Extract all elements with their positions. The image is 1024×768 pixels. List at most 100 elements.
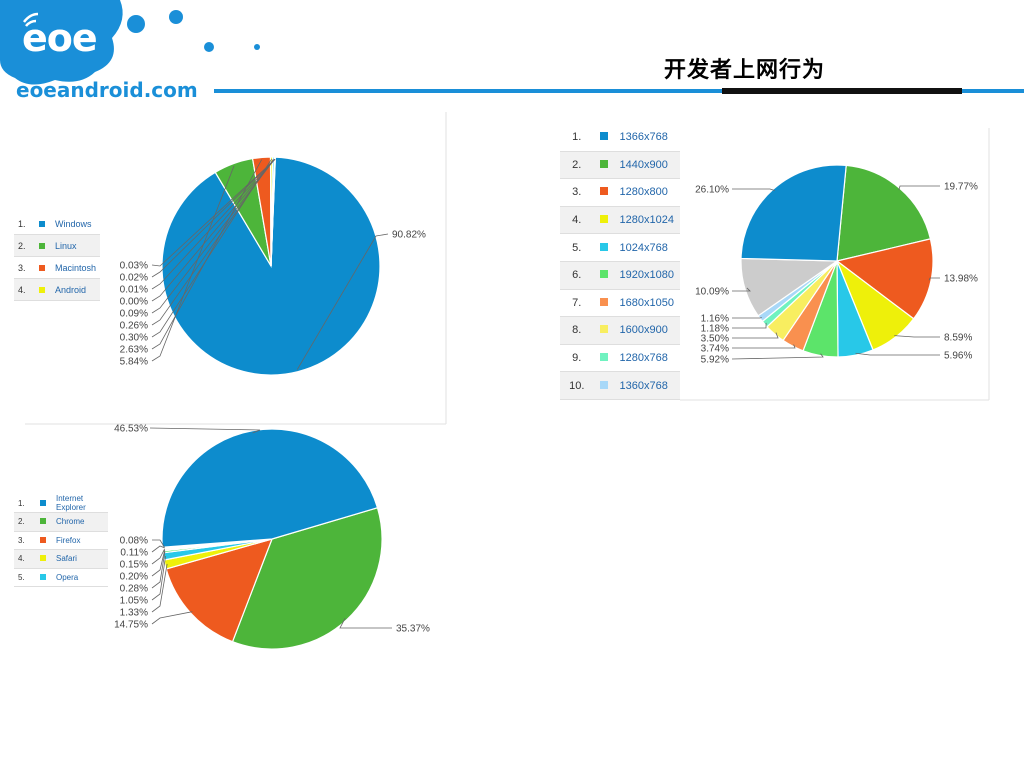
legend-label: 1680x1050 — [613, 289, 680, 318]
legend-resolution-entry: 2. 1440x900 — [560, 151, 680, 180]
legend-browser-entry: 5. Opera — [14, 568, 108, 587]
legend-label: Linux — [50, 234, 100, 257]
label-leader — [898, 185, 940, 191]
label-leader — [151, 545, 165, 553]
legend-os-entry: 1. Windows — [14, 213, 100, 235]
legend-resolution: 1. 1366x768 2. 1440x900 3. 1280x800 4. 1280x102… — [560, 124, 680, 400]
legend-swatch — [40, 573, 46, 580]
label-leader — [151, 563, 168, 613]
legend-swatch — [599, 187, 608, 196]
label-leader — [732, 188, 775, 191]
legend-resolution-entry: 5. 1024x768 — [560, 233, 680, 262]
legend-resolution-entry: 7. 1680x1050 — [560, 289, 680, 318]
legend-index: 9. — [560, 344, 594, 373]
pie-chart-os: 90.82% 5.84%2.63%0.30%0.26%0.09%0.00%0.01… — [120, 156, 426, 376]
slice-label: 90.82% — [392, 230, 426, 241]
label-leader — [151, 551, 166, 589]
label-leader — [928, 277, 940, 281]
decor-dot — [254, 44, 260, 50]
legend-label: 1280x1024 — [613, 206, 680, 235]
legend-label: Opera — [52, 568, 108, 587]
legend-index: 4. — [14, 549, 36, 569]
slice-label: 0.03% — [120, 261, 148, 272]
slice-label: 26.10% — [695, 185, 729, 196]
label-leader — [151, 556, 166, 601]
legend-index: 3. — [14, 531, 36, 550]
header-rule-accent — [722, 88, 962, 94]
legend-swatch — [40, 555, 46, 562]
legend-label: 1024x768 — [613, 233, 680, 262]
legend-swatch — [39, 264, 46, 271]
legend-swatch — [39, 286, 46, 293]
slice-label: 1.05% — [120, 596, 148, 607]
slice-label: 5.96% — [944, 351, 972, 362]
legend-resolution-entry: 1. 1366x768 — [560, 124, 680, 152]
pie-slice — [835, 238, 934, 320]
slice-label: 0.00% — [120, 297, 148, 308]
legend-label: Android — [50, 278, 100, 301]
pie-slice — [270, 156, 276, 267]
legend-resolution-entry: 9. 1280x768 — [560, 344, 680, 373]
slice-label: 0.26% — [120, 321, 148, 332]
legend-swatch — [599, 242, 608, 251]
label-leader — [732, 287, 751, 292]
legend-swatch — [599, 297, 608, 306]
site-name: eoeandroid.com — [16, 78, 198, 102]
label-leader — [855, 352, 940, 356]
legend-os: 1. Windows 2. Linux 3. Macintosh 4. Android — [14, 213, 100, 301]
label-leader — [151, 158, 274, 326]
pie-slice — [231, 507, 383, 650]
slice-label: 13.98% — [944, 274, 978, 285]
pie-slice — [836, 164, 932, 262]
legend-resolution-entry: 8. 1600x900 — [560, 316, 680, 345]
label-leader — [296, 233, 389, 370]
slice-label: 0.11% — [120, 548, 148, 559]
legend-index: 1. — [14, 494, 36, 513]
legend-browser-entry: 2. Chrome — [14, 512, 108, 532]
pie-slice — [740, 164, 847, 262]
legend-label: Firefox — [52, 531, 108, 550]
pie-chart-resolution: 19.77%13.98%8.59%5.96%5.92%3.74%3.50%1.1… — [695, 164, 978, 366]
legend-resolution-entry: 4. 1280x1024 — [560, 206, 680, 235]
slice-label: 0.09% — [120, 309, 148, 320]
slice-label: 14.75% — [114, 620, 148, 631]
legend-resolution-entry: 3. 1280x800 — [560, 178, 680, 207]
legend-os-entry: 2. Linux — [14, 234, 100, 257]
legend-swatch — [599, 353, 608, 362]
legend-label: 1366x768 — [613, 124, 680, 152]
legend-index: 3. — [560, 178, 594, 207]
label-leader — [732, 332, 779, 339]
decor-dot — [127, 15, 145, 33]
decor-dot — [204, 42, 214, 52]
legend-os-entry: 3. Macintosh — [14, 256, 100, 279]
legend-os-entry: 4. Android — [14, 278, 100, 301]
legend-label: Macintosh — [50, 256, 100, 279]
legend-label: 1600x900 — [613, 316, 680, 345]
slice-label: 0.01% — [120, 285, 148, 296]
legend-swatch — [599, 380, 608, 389]
legend-label: Internet Explorer — [52, 494, 108, 513]
legend-swatch — [39, 242, 46, 249]
slice-label: 2.63% — [120, 345, 148, 356]
legend-swatch — [40, 518, 46, 525]
legend-swatch — [40, 499, 46, 506]
legend-swatch — [599, 215, 608, 224]
legend-label: Windows — [50, 213, 100, 235]
legend-index: 6. — [560, 261, 594, 290]
page-title: 开发者上网行为 — [664, 58, 826, 83]
slice-label: 0.15% — [120, 560, 148, 571]
legend-index: 10. — [560, 371, 594, 400]
wifi-icon — [23, 12, 39, 27]
legend-resolution-entry: 6. 1920x1080 — [560, 261, 680, 290]
label-leader — [151, 158, 275, 314]
slice-label: 35.37% — [396, 624, 430, 635]
legend-label: 1280x800 — [613, 178, 680, 207]
label-leader — [151, 158, 276, 290]
legend-swatch — [599, 159, 608, 168]
label-leader — [151, 549, 166, 577]
slice-label: 0.02% — [120, 273, 148, 284]
pie-slice — [165, 538, 273, 643]
legend-resolution-entry: 10. 1360x768 — [560, 371, 680, 400]
legend-index: 5. — [560, 233, 594, 262]
logo-text: eoe — [22, 16, 98, 60]
